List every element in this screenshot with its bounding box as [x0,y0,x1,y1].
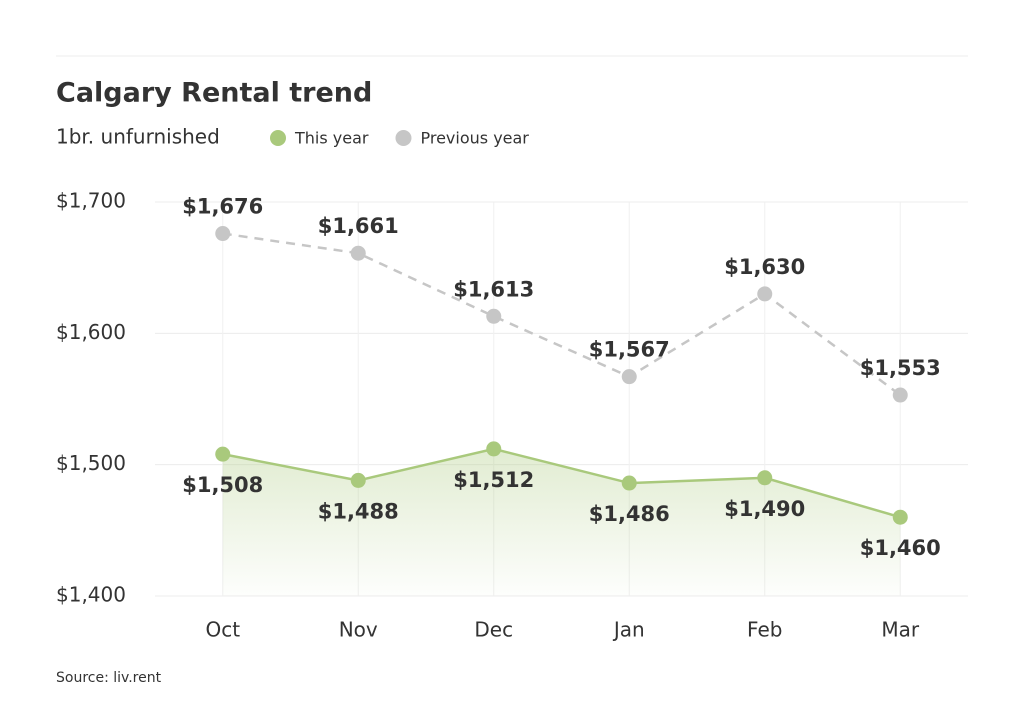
x-tick-label: Jan [612,618,645,642]
data-label: $1,486 [589,502,670,526]
point [486,441,502,457]
point [757,286,773,302]
point [757,470,773,486]
legend-label: This year [294,129,369,148]
legend: This year Previous year [270,129,529,148]
data-label: $1,512 [453,468,534,492]
point [350,245,366,261]
point [621,369,637,385]
y-tick-label: $1,600 [56,320,126,344]
line [222,232,901,397]
x-tick-label: Dec [474,618,513,642]
x-tick-label: Mar [881,618,920,642]
legend-marker [395,130,412,146]
point [892,387,908,403]
data-label: $1,508 [182,473,263,497]
x-tick-label: Feb [747,618,782,642]
source: Source: liv.rent [56,670,162,686]
point [350,472,366,488]
data-label: $1,488 [318,499,399,523]
data-label: $1,567 [589,338,670,362]
point [486,308,502,324]
y-tick-label: $1,400 [56,583,126,607]
y-tick-label: $1,700 [56,189,126,213]
point [215,226,231,242]
chart-title: Calgary Rental trend [56,78,372,109]
data-label: $1,613 [453,277,534,301]
legend-marker [270,130,286,146]
legend-label: Previous year [420,129,529,148]
data-label: $1,661 [318,214,399,238]
chart-subtitle: 1br. unfurnished [56,125,220,149]
area [222,448,901,596]
x-tick-label: Oct [205,618,240,642]
data-label: $1,490 [724,497,805,521]
data-label: $1,630 [724,255,805,279]
point [892,509,908,525]
line [222,447,901,519]
point [621,475,637,491]
data-label: $1,676 [182,195,263,219]
data-label: $1,460 [860,536,941,560]
point [215,446,231,462]
x-tick-label: Nov [339,618,378,642]
data-label: $1,553 [860,356,941,380]
y-tick-label: $1,500 [56,451,126,475]
